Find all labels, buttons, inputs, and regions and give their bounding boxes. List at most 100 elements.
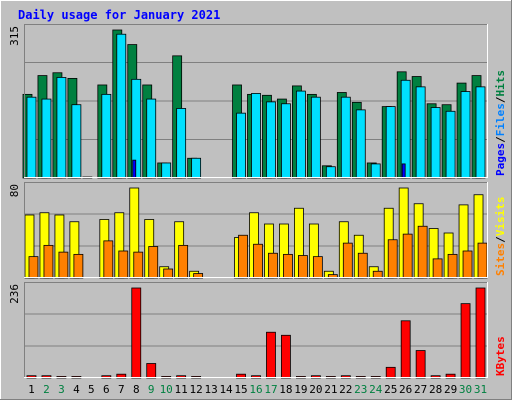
bar-kbytes-day-25 [385, 366, 396, 379]
bar-files-day-24 [370, 163, 381, 179]
bar-sites-day-11 [178, 244, 189, 279]
day-label-22: 22 [339, 383, 352, 396]
bar-files-day-16 [251, 93, 261, 179]
bar-files-day-21 [325, 166, 336, 179]
day-label-21: 21 [324, 383, 337, 396]
bar-kbytes-day-30 [460, 303, 471, 379]
label-visits: Visits [494, 197, 507, 237]
day-label-16: 16 [249, 383, 262, 396]
label-separator: / [494, 236, 507, 243]
day-label-3: 3 [58, 383, 65, 396]
bar-files-day-10 [161, 162, 172, 179]
side-labels: Sites/Visits [494, 197, 507, 277]
bar-kbytes-day-8 [131, 287, 142, 379]
day-label-8: 8 [133, 383, 140, 396]
day-label-18: 18 [279, 383, 292, 396]
bar-files-day-18 [281, 103, 291, 179]
bar-sites-day-10 [163, 268, 174, 279]
bar-sites-day-7 [118, 250, 129, 279]
day-label-26: 26 [399, 383, 412, 396]
y-max-label: 236 [8, 284, 21, 304]
bar-files-day-12 [191, 157, 202, 179]
day-label-5: 5 [88, 383, 95, 396]
bar-files-day-30 [460, 91, 471, 179]
bar-files-day-31 [475, 86, 486, 179]
day-label-19: 19 [294, 383, 307, 396]
bar-sites-day-16 [253, 243, 263, 279]
day-label-30: 30 [459, 383, 472, 396]
bar-sites-day-27 [417, 225, 428, 279]
bar-files-day-15 [236, 112, 246, 179]
day-label-4: 4 [73, 383, 80, 396]
bar-sites-day-29 [447, 253, 458, 279]
bar-files-day-23 [355, 109, 366, 179]
bar-kbytes-day-26 [400, 320, 411, 379]
day-label-27: 27 [414, 383, 427, 396]
bar-kbytes-day-31 [475, 287, 486, 379]
day-label-12: 12 [190, 383, 203, 396]
bar-files-day-29 [445, 110, 456, 179]
bar-kbytes-day-18 [281, 334, 291, 379]
bar-files-day-28 [430, 107, 441, 179]
panel-visits-sites: 80 Sites/Visits [8, 182, 507, 279]
bar-files-day-9 [146, 98, 157, 179]
bar-files-day-4 [71, 104, 82, 179]
day-label-13: 13 [204, 383, 217, 396]
label-files: Files [494, 103, 507, 136]
bar-files-day-20 [310, 96, 321, 179]
bar-files-day-22 [340, 96, 351, 179]
day-label-28: 28 [429, 383, 442, 396]
day-label-9: 9 [148, 383, 155, 396]
bar-sites-day-15 [238, 234, 248, 279]
bar-sites-day-20 [312, 256, 323, 279]
bar-files-day-1 [26, 96, 37, 179]
bar-sites-day-9 [148, 246, 159, 279]
day-label-25: 25 [384, 383, 397, 396]
day-label-17: 17 [264, 383, 277, 396]
bar-files-day-11 [176, 108, 187, 179]
day-label-31: 31 [474, 383, 487, 396]
label-kbytes: KBytes [494, 336, 507, 376]
label-hits: Hits [494, 70, 507, 97]
bar-sites-day-28 [432, 258, 443, 279]
bar-files-day-17 [266, 101, 276, 179]
x-axis-day-labels: 1 2 3 4 5 6 7 8 9 10 11 12 13 14 15 16 17 18 19 20 21 22 23 24 2… [28, 383, 487, 396]
bar-sites-day-4 [73, 253, 84, 279]
day-label-14: 14 [219, 383, 233, 396]
label-pages: Pages [494, 143, 507, 176]
bar-sites-day-18 [283, 253, 293, 279]
bar-files-day-26 [400, 79, 411, 179]
bar-files-day-3 [56, 77, 67, 179]
bar-sites-day-6 [103, 240, 114, 279]
day-label-23: 23 [354, 383, 367, 396]
bar-sites-day-3 [58, 251, 69, 279]
day-label-20: 20 [309, 383, 322, 396]
panel-kbytes: 236 KBytes [8, 282, 507, 379]
bar-files-day-19 [296, 90, 306, 179]
bar-files-day-2 [41, 98, 52, 179]
panel-background [24, 282, 488, 378]
bar-pages-day-26 [401, 163, 406, 179]
day-label-1: 1 [28, 383, 35, 396]
bar-sites-day-23 [357, 252, 368, 279]
bar-files-day-25 [385, 106, 396, 179]
side-labels: KBytes [494, 336, 507, 376]
bar-sites-day-8 [133, 251, 144, 279]
day-label-24: 24 [369, 383, 383, 396]
bar-sites-day-22 [342, 242, 353, 279]
chart-title: Daily usage for January 2021 [18, 8, 220, 22]
bar-sites-day-24 [372, 270, 383, 279]
day-label-15: 15 [234, 383, 247, 396]
label-sites: Sites [494, 243, 507, 276]
bar-sites-day-30 [462, 250, 473, 279]
bar-sites-day-31 [477, 242, 488, 279]
bar-sites-day-25 [387, 239, 398, 279]
bar-files-day-27 [415, 86, 426, 179]
day-label-10: 10 [160, 383, 173, 396]
day-label-6: 6 [103, 383, 110, 396]
bar-kbytes-day-27 [415, 350, 426, 379]
bar-files-day-6 [101, 93, 112, 179]
